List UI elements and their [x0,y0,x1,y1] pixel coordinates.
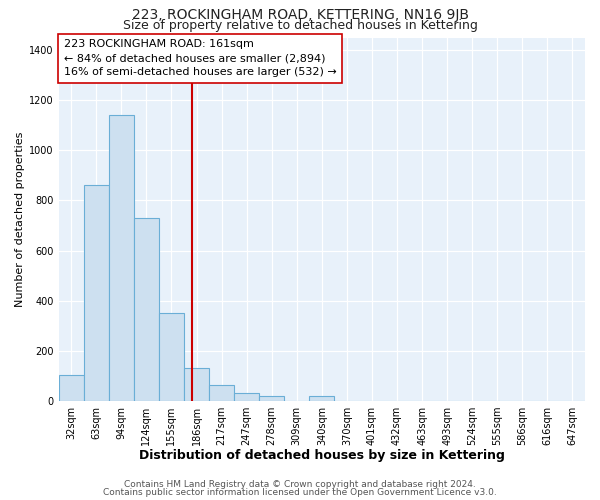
Bar [209,386,234,401]
Bar [159,313,184,401]
Bar [259,396,284,401]
Text: 223 ROCKINGHAM ROAD: 161sqm
← 84% of detached houses are smaller (2,894)
16% of : 223 ROCKINGHAM ROAD: 161sqm ← 84% of det… [64,40,337,78]
Y-axis label: Number of detached properties: Number of detached properties [15,132,25,307]
Bar [234,392,259,401]
Text: Contains HM Land Registry data © Crown copyright and database right 2024.: Contains HM Land Registry data © Crown c… [124,480,476,489]
Text: Contains public sector information licensed under the Open Government Licence v3: Contains public sector information licen… [103,488,497,497]
Bar [84,186,109,401]
Bar [59,374,84,401]
X-axis label: Distribution of detached houses by size in Kettering: Distribution of detached houses by size … [139,450,505,462]
Text: Size of property relative to detached houses in Kettering: Size of property relative to detached ho… [122,19,478,32]
Text: 223, ROCKINGHAM ROAD, KETTERING, NN16 9JB: 223, ROCKINGHAM ROAD, KETTERING, NN16 9J… [131,8,469,22]
Bar [109,115,134,401]
Bar [184,368,209,401]
Bar [309,396,334,401]
Bar [134,218,159,401]
